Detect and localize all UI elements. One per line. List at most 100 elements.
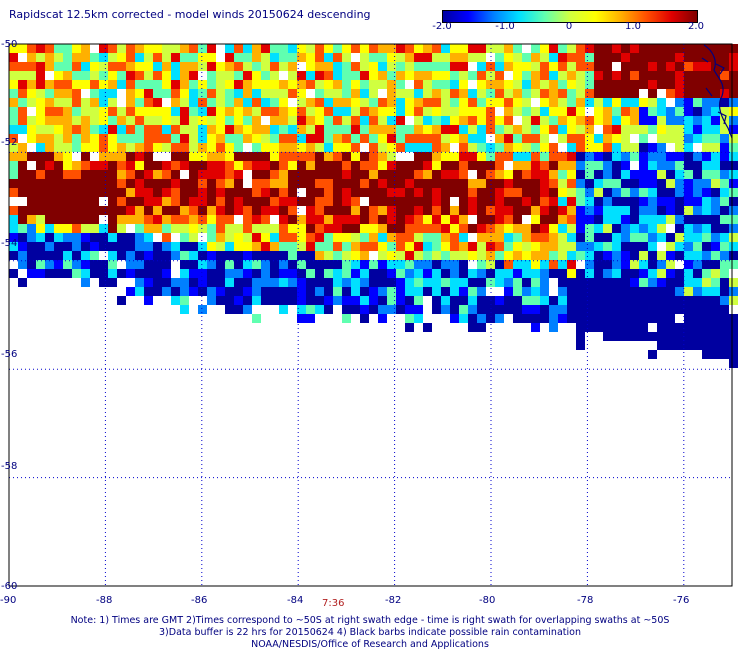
wind-diff-cell (315, 260, 324, 269)
wind-diff-cell (567, 215, 576, 224)
wind-diff-cell (423, 197, 432, 206)
wind-diff-cell (360, 179, 369, 188)
wind-diff-cell (180, 278, 189, 287)
wind-diff-cell (297, 143, 306, 152)
wind-diff-cell (81, 269, 90, 278)
wind-diff-cell (504, 98, 513, 107)
wind-diff-cell (18, 188, 27, 197)
wind-diff-cell (711, 215, 720, 224)
wind-diff-cell (180, 143, 189, 152)
wind-diff-cell (315, 224, 324, 233)
wind-diff-cell (72, 179, 81, 188)
wind-diff-cell (342, 206, 351, 215)
wind-diff-cell (729, 125, 738, 134)
wind-diff-cell (270, 242, 279, 251)
wind-diff-cell (378, 188, 387, 197)
wind-diff-cell (387, 197, 396, 206)
wind-diff-cell (342, 161, 351, 170)
wind-diff-cell (585, 188, 594, 197)
wind-diff-cell (531, 80, 540, 89)
wind-diff-cell (612, 80, 621, 89)
wind-diff-cell (576, 332, 585, 341)
wind-diff-cell (702, 224, 711, 233)
wind-diff-cell (207, 188, 216, 197)
wind-diff-cell (459, 152, 468, 161)
wind-diff-cell (450, 89, 459, 98)
wind-diff-cell (360, 305, 369, 314)
wind-diff-cell (441, 44, 450, 53)
wind-diff-cell (171, 89, 180, 98)
wind-diff-cell (459, 44, 468, 53)
wind-diff-cell (450, 152, 459, 161)
wind-diff-cell (594, 215, 603, 224)
wind-diff-cell (693, 305, 702, 314)
wind-diff-cell (306, 62, 315, 71)
wind-diff-cell (639, 224, 648, 233)
wind-diff-cell (585, 269, 594, 278)
wind-diff-cell (612, 323, 621, 332)
wind-diff-cell (441, 215, 450, 224)
wind-diff-cell (621, 62, 630, 71)
lon-label: -82 (385, 595, 401, 606)
wind-diff-cell (459, 305, 468, 314)
wind-diff-cell (45, 161, 54, 170)
wind-diff-cell (324, 143, 333, 152)
wind-diff-cell (369, 260, 378, 269)
wind-diff-cell (675, 197, 684, 206)
wind-diff-cell (405, 323, 414, 332)
wind-diff-cell (504, 134, 513, 143)
wind-diff-cell (630, 242, 639, 251)
wind-diff-cell (135, 80, 144, 89)
wind-diff-cell (126, 233, 135, 242)
wind-diff-cell (234, 179, 243, 188)
wind-diff-cell (441, 170, 450, 179)
wind-diff-cell (540, 89, 549, 98)
wind-diff-cell (396, 296, 405, 305)
wind-diff-cell (297, 98, 306, 107)
wind-diff-cell (108, 89, 117, 98)
wind-diff-cell (18, 107, 27, 116)
wind-diff-cell (306, 215, 315, 224)
lon-label: -84 (287, 595, 303, 606)
wind-diff-cell (711, 161, 720, 170)
wind-diff-cell (36, 152, 45, 161)
wind-diff-cell (468, 323, 477, 332)
wind-diff-cell (657, 296, 666, 305)
wind-diff-cell (603, 197, 612, 206)
wind-diff-cell (63, 107, 72, 116)
wind-diff-cell (270, 134, 279, 143)
wind-diff-cell (423, 98, 432, 107)
wind-diff-cell (441, 197, 450, 206)
wind-diff-cell (468, 179, 477, 188)
wind-diff-cell (252, 98, 261, 107)
wind-diff-cell (441, 53, 450, 62)
wind-diff-cell (702, 314, 711, 323)
wind-diff-cell (648, 116, 657, 125)
wind-diff-cell (513, 71, 522, 80)
wind-diff-cell (189, 251, 198, 260)
wind-diff-cell (333, 278, 342, 287)
wind-diff-cell (243, 296, 252, 305)
wind-diff-cell (234, 62, 243, 71)
wind-diff-cell (45, 152, 54, 161)
wind-diff-cell (72, 233, 81, 242)
wind-diff-cell (162, 242, 171, 251)
wind-diff-cell (450, 80, 459, 89)
wind-diff-cell (729, 179, 738, 188)
wind-diff-cell (540, 134, 549, 143)
wind-diff-cell (666, 125, 675, 134)
wind-diff-cell (675, 242, 684, 251)
wind-diff-cell (702, 161, 711, 170)
wind-diff-cell (450, 116, 459, 125)
wind-diff-cell (198, 170, 207, 179)
wind-diff-cell (684, 107, 693, 116)
wind-diff-cell (621, 224, 630, 233)
wind-diff-cell (351, 179, 360, 188)
wind-diff-cell (549, 197, 558, 206)
wind-diff-cell (243, 215, 252, 224)
wind-diff-cell (252, 179, 261, 188)
wind-diff-cell (306, 98, 315, 107)
wind-diff-cell (495, 260, 504, 269)
wind-diff-cell (261, 80, 270, 89)
wind-diff-cell (594, 314, 603, 323)
